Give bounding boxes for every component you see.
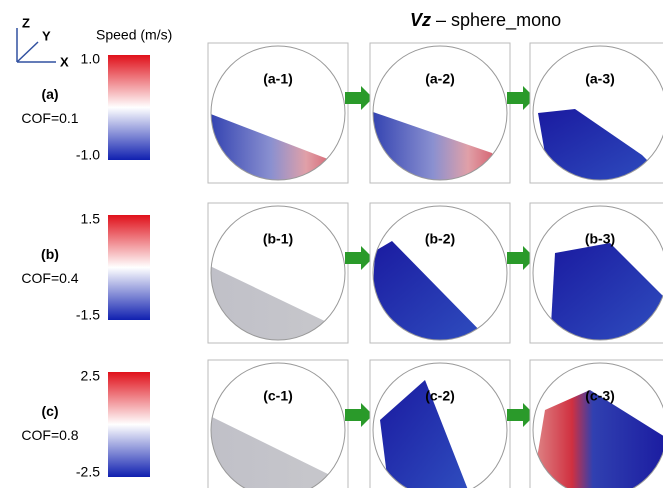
drum [210, 362, 346, 488]
drum [372, 362, 508, 488]
step-arrow [345, 403, 373, 427]
panel-label: (b-3) [585, 231, 615, 247]
row-cof: COF=0.4 [21, 270, 78, 286]
step-arrow [507, 246, 535, 270]
row-cof: COF=0.1 [21, 110, 78, 126]
row-cof: COF=0.8 [21, 427, 78, 443]
row-label: (a) [41, 86, 58, 102]
panel: (a-1) [207, 42, 349, 184]
drum [372, 205, 508, 341]
panel-label: (b-1) [263, 231, 293, 247]
colorbar [108, 372, 150, 477]
particle-bed [380, 380, 472, 488]
drum [210, 205, 346, 341]
colorbar-min: -1.5 [76, 307, 100, 323]
drum [372, 45, 508, 181]
row-label: (c) [41, 403, 58, 419]
axis-y-label: Y [42, 28, 51, 43]
particle-bed [211, 113, 345, 180]
particle-bed [538, 109, 663, 180]
colorbar-min: -1.0 [76, 147, 100, 163]
drum [532, 205, 663, 341]
panel: (a-2) [369, 42, 511, 184]
particle-bed [373, 241, 492, 340]
panel-label: (c-3) [585, 388, 615, 404]
panel-label: (a-3) [585, 71, 615, 87]
axes-icon [16, 28, 56, 63]
panel-label: (a-2) [425, 71, 455, 87]
title-text: – sphere_mono [431, 10, 561, 31]
step-arrow [345, 246, 373, 270]
particle-bed [211, 265, 345, 340]
panel-label: (c-2) [425, 388, 455, 404]
colorbar [108, 55, 150, 160]
figure-title: Vz – sphere_mono [410, 10, 561, 31]
axis-z-label: Z [22, 15, 30, 30]
panel: (b-2) [369, 202, 511, 344]
panel: (b-1) [207, 202, 349, 344]
panel-label: (c-1) [263, 388, 293, 404]
particle-bed [533, 390, 663, 488]
panel-label: (a-1) [263, 71, 293, 87]
panel-label: (b-2) [425, 231, 455, 247]
drum [532, 45, 663, 181]
colorbar-max: 2.5 [81, 368, 101, 384]
colorbar-max: 1.0 [81, 51, 101, 67]
colorbar-title: Speed (m/s) [96, 27, 172, 43]
colorbar [108, 215, 150, 320]
title-symbol: Vz [410, 10, 431, 30]
step-arrow [507, 86, 535, 110]
particle-bed [373, 111, 507, 180]
drum [532, 362, 663, 488]
panel: (c-3) [529, 359, 663, 488]
colorbar-min: -2.5 [76, 464, 100, 480]
panel: (a-3) [529, 42, 663, 184]
step-arrow [507, 403, 535, 427]
panel: (b-3) [529, 202, 663, 344]
particle-bed [211, 415, 345, 488]
drum [210, 45, 346, 181]
particle-bed [550, 243, 663, 340]
axis-x-label: X [60, 54, 69, 69]
row-label: (b) [41, 246, 59, 262]
panel: (c-2) [369, 359, 511, 488]
axis-y [16, 41, 39, 63]
colorbar-max: 1.5 [81, 211, 101, 227]
panel: (c-1) [207, 359, 349, 488]
step-arrow [345, 86, 373, 110]
